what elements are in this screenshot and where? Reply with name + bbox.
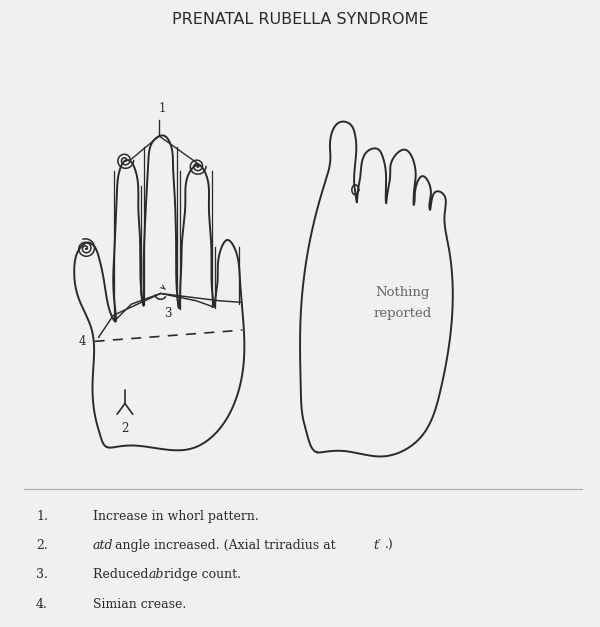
- Text: t′: t′: [373, 539, 381, 552]
- Text: atd: atd: [93, 539, 113, 552]
- Text: .): .): [385, 539, 394, 552]
- Text: 4.: 4.: [36, 598, 48, 611]
- Text: 2: 2: [121, 422, 128, 435]
- Text: 3.: 3.: [36, 568, 48, 581]
- Text: ab: ab: [148, 568, 164, 581]
- Text: Simian crease.: Simian crease.: [93, 598, 186, 611]
- Text: ridge count.: ridge count.: [160, 568, 241, 581]
- Text: PRENATAL RUBELLA SYNDROME: PRENATAL RUBELLA SYNDROME: [172, 12, 428, 27]
- Text: 2.: 2.: [36, 539, 48, 552]
- Text: 3: 3: [164, 307, 172, 320]
- Text: Increase in whorl pattern.: Increase in whorl pattern.: [93, 510, 259, 523]
- Text: Nothing
reported: Nothing reported: [374, 286, 432, 320]
- Text: 4: 4: [78, 335, 86, 348]
- Text: 1.: 1.: [36, 510, 48, 523]
- Text: angle increased. (Axial triradius at: angle increased. (Axial triradius at: [111, 539, 340, 552]
- Text: Reduced: Reduced: [93, 568, 152, 581]
- Text: 1: 1: [158, 102, 166, 115]
